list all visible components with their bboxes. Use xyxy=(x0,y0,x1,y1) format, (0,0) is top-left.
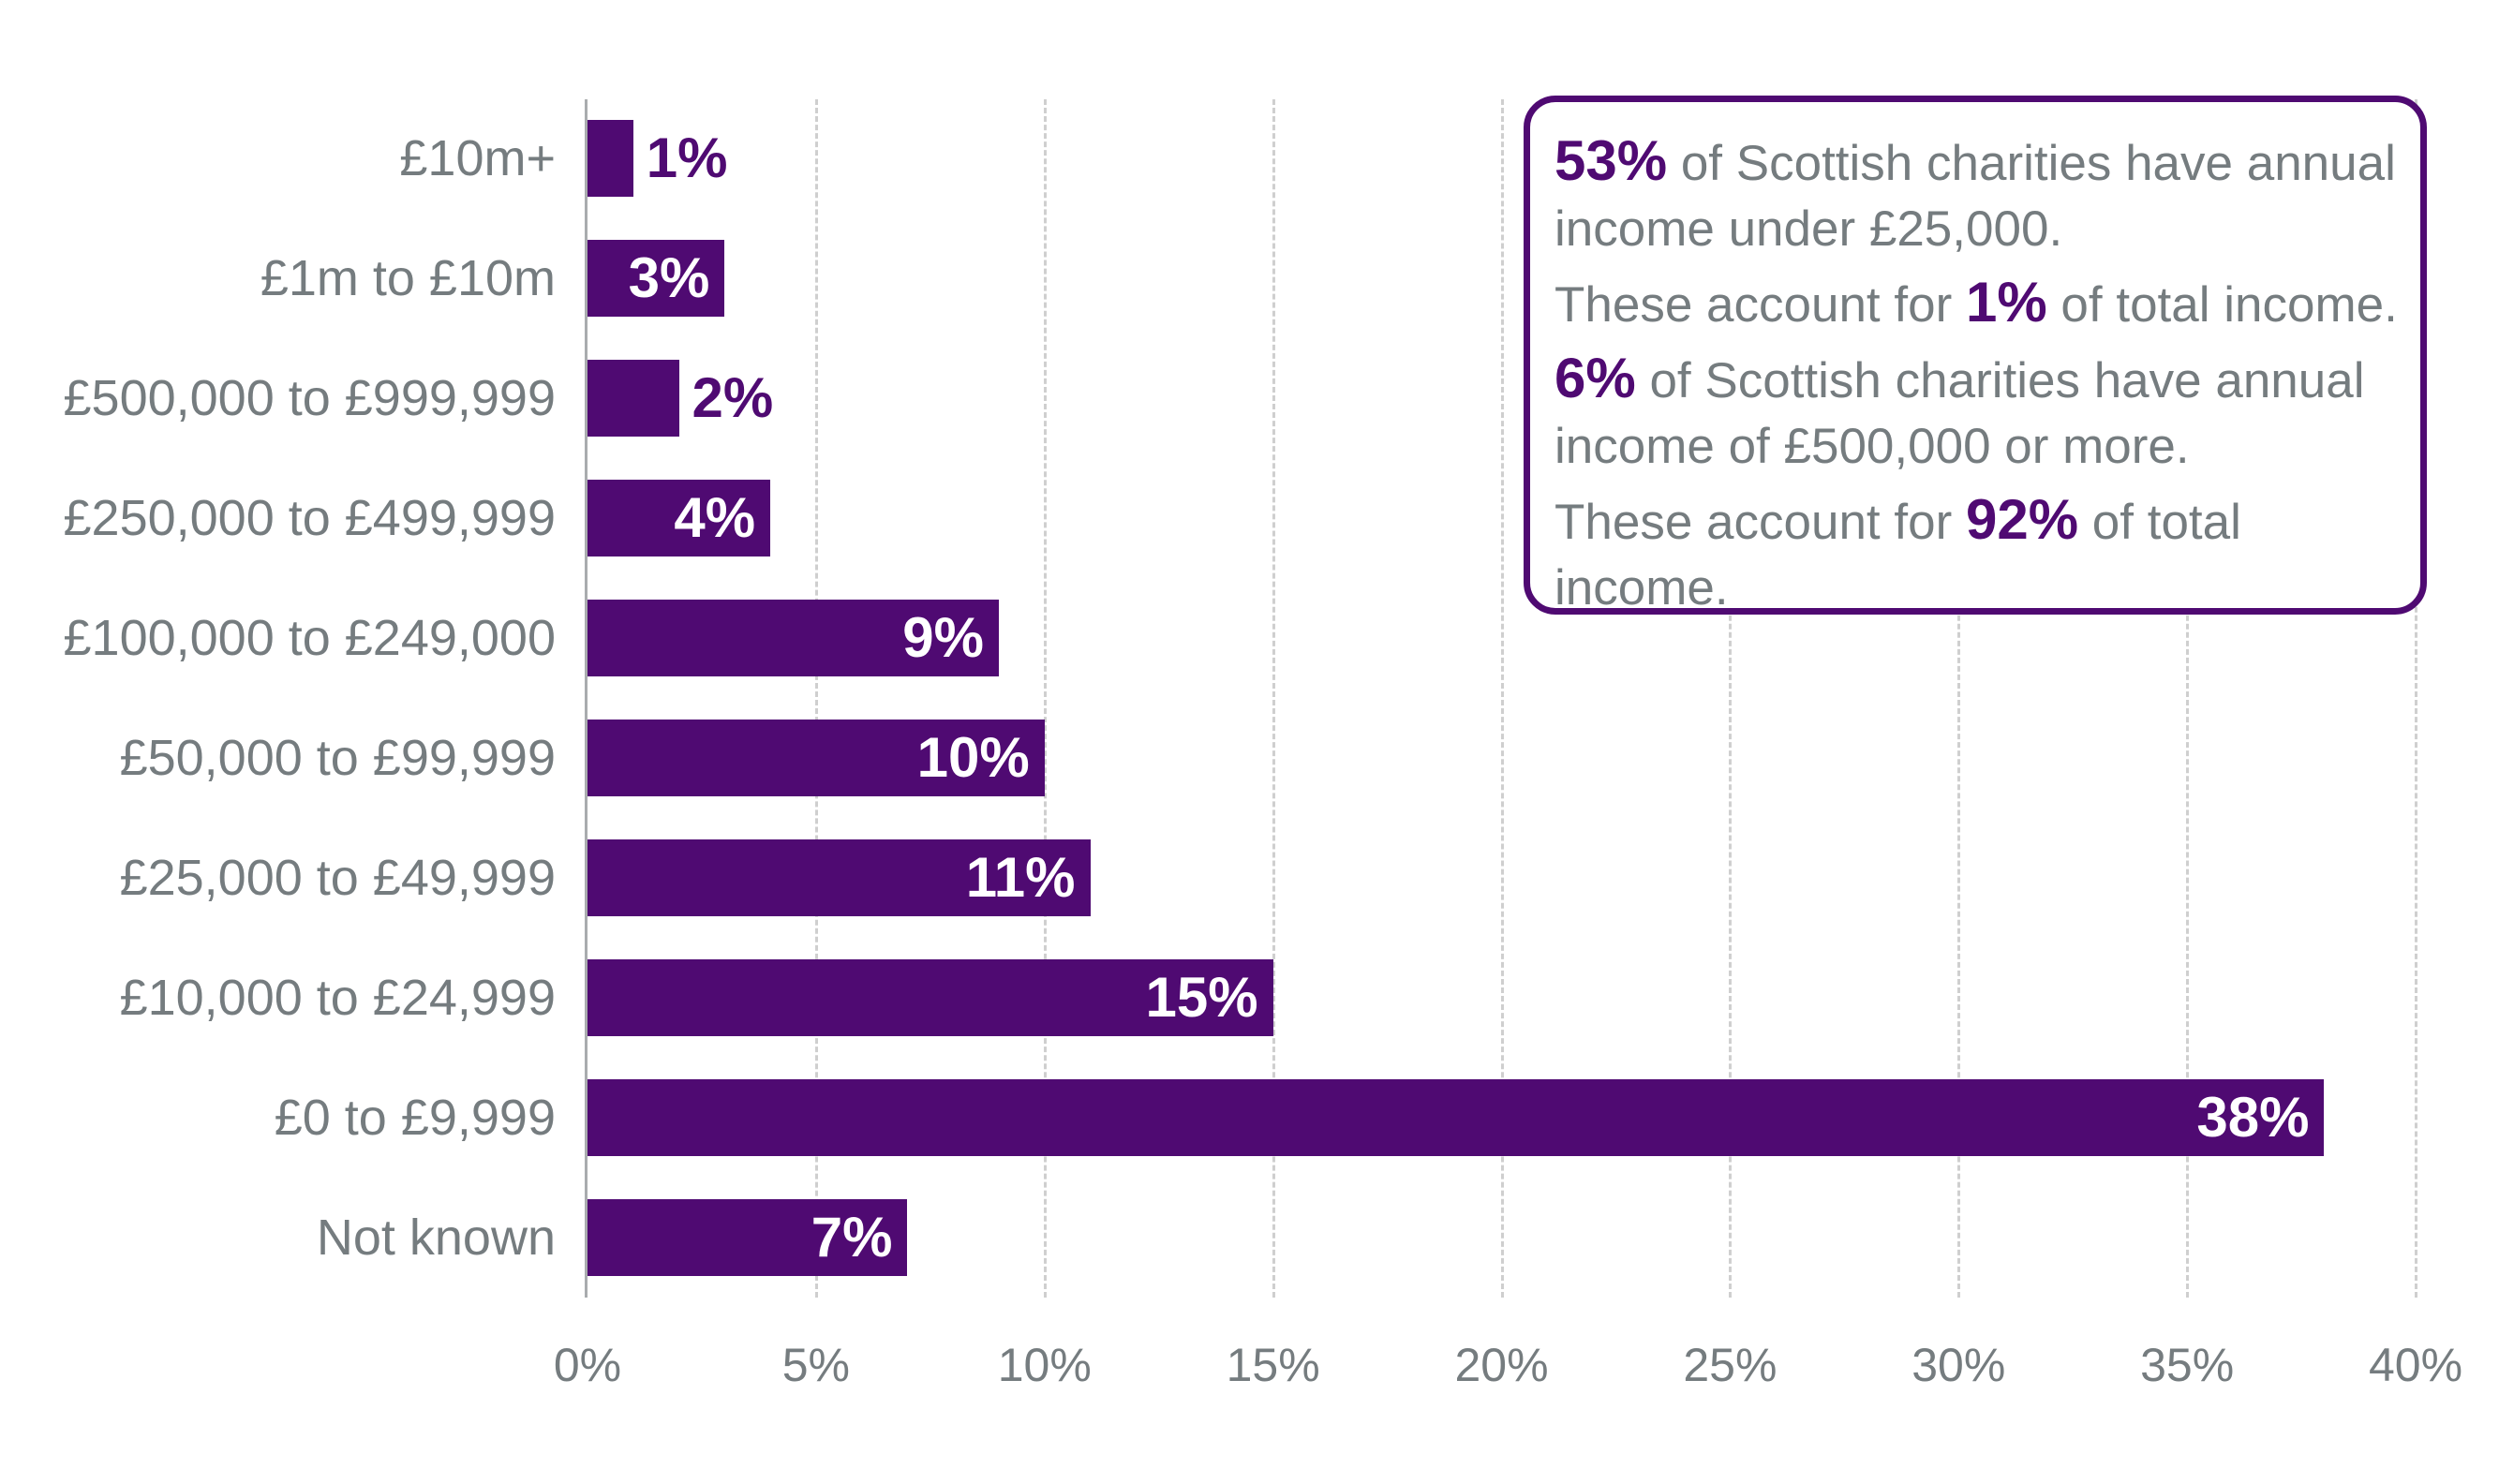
category-label: £25,000 to £49,999 xyxy=(119,850,556,906)
value-label: 2% xyxy=(692,366,774,429)
callout-highlight: 53% xyxy=(1554,129,1668,192)
value-label: 11% xyxy=(965,846,1076,909)
gridline xyxy=(1272,99,1275,1298)
bar xyxy=(588,480,771,556)
x-tick-label: 0% xyxy=(553,1339,622,1391)
gridline xyxy=(1500,99,1504,1298)
value-label: 7% xyxy=(811,1206,893,1269)
value-label: 9% xyxy=(902,606,984,669)
callout-line-3: 6% of Scottish charities have annual inc… xyxy=(1554,347,2365,474)
category-label: £10m+ xyxy=(399,130,556,186)
x-tick-label: 20% xyxy=(1454,1339,1549,1391)
value-label: 15% xyxy=(1145,966,1258,1029)
x-tick-label: 10% xyxy=(997,1339,1092,1391)
value-label: 3% xyxy=(628,246,710,309)
bar xyxy=(588,839,1091,916)
gridline xyxy=(2415,99,2417,1298)
x-tick-label: 15% xyxy=(1226,1339,1320,1391)
gridline xyxy=(2186,99,2190,1298)
gridline xyxy=(1957,99,1961,1298)
callout-line-4: These account for 92% of total income. xyxy=(1554,488,2241,616)
callout-line-2: These account for 1% of total income. xyxy=(1554,271,2398,334)
callout-highlight: 1% xyxy=(1965,271,2047,334)
bar xyxy=(588,240,725,317)
bar xyxy=(588,959,1273,1036)
callout-highlight: 6% xyxy=(1554,347,1636,409)
callout-highlight: 92% xyxy=(1965,488,2079,551)
gridline xyxy=(1043,99,1047,1298)
category-label: £0 to £9,999 xyxy=(274,1090,556,1146)
category-label: £10,000 to £24,999 xyxy=(119,970,556,1026)
bar xyxy=(588,600,999,676)
x-tick-label: 30% xyxy=(1911,1339,2006,1391)
category-label: £1m to £10m xyxy=(260,250,556,306)
category-label: Not known xyxy=(316,1209,556,1266)
bar xyxy=(588,1199,908,1276)
value-label: 38% xyxy=(2196,1086,2310,1149)
callout-line-1: 53% of Scottish charities have annual in… xyxy=(1554,129,2396,257)
gridline xyxy=(814,99,818,1298)
bar xyxy=(588,720,1045,796)
value-label: 10% xyxy=(916,726,1030,789)
x-tick-label: 35% xyxy=(2140,1339,2235,1391)
summary-callout: 53% of Scottish charities have annual in… xyxy=(1524,96,2427,616)
value-label: 1% xyxy=(646,126,728,189)
category-label: £50,000 to £99,999 xyxy=(119,730,556,786)
category-label: £250,000 to £499,999 xyxy=(63,490,557,546)
value-label: 4% xyxy=(674,486,756,549)
bar xyxy=(588,120,633,197)
bar xyxy=(588,1079,2325,1156)
x-tick-label: 5% xyxy=(781,1339,851,1391)
category-label: £500,000 to £999,999 xyxy=(63,370,557,426)
bar xyxy=(588,360,679,437)
gridline xyxy=(1729,99,1733,1298)
y-axis-line xyxy=(585,99,588,1298)
x-tick-label: 25% xyxy=(1683,1339,1778,1391)
x-tick-label: 40% xyxy=(2368,1339,2463,1391)
category-label: £100,000 to £249,000 xyxy=(63,610,557,666)
